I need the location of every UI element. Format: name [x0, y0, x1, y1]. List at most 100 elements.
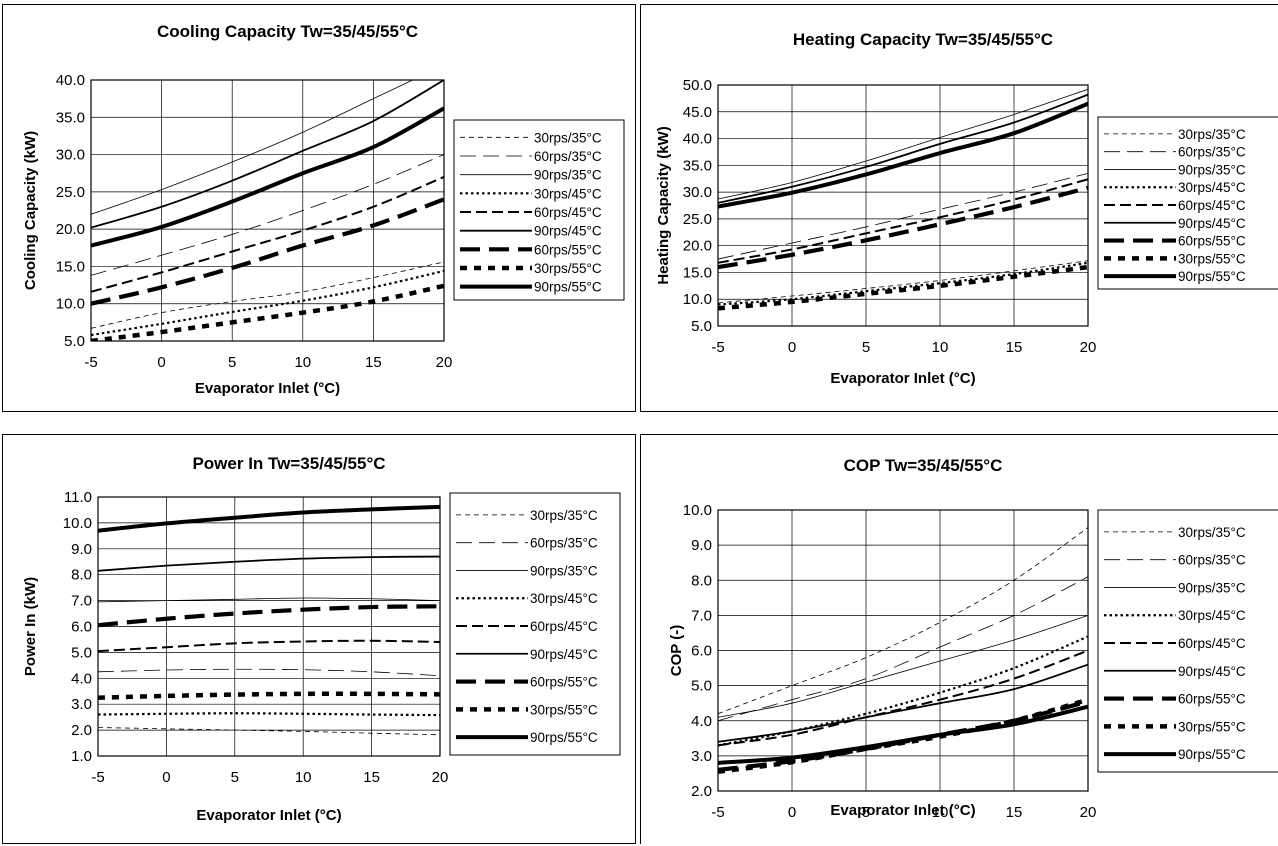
- legend-label: 90rps/35°C: [534, 168, 602, 183]
- legend-label: 90rps/55°C: [530, 730, 598, 745]
- legend-label: 60rps/35°C: [534, 149, 602, 164]
- series-line-60rps/35°C: [718, 172, 1088, 260]
- legend-label: 30rps/45°C: [1178, 608, 1246, 623]
- y-tick-label: 30.0: [56, 147, 85, 164]
- x-tick-label: 15: [1006, 339, 1023, 356]
- chart-svg-cop: COP Tw=35/45/55°C 2.0 3.0 4.0 5.0 6.0 7.0 8.0 9.…: [668, 456, 1278, 821]
- series-line-60rps/45°C: [91, 176, 444, 293]
- chart-title: COP Tw=35/45/55°C: [844, 456, 1003, 475]
- chart-svg-cooling: Cooling Capacity Tw=35/45/55°C 5.0 10.0 15.…: [22, 22, 625, 397]
- legend-label: 60rps/55°C: [1178, 692, 1246, 707]
- legend-label: 30rps/35°C: [1178, 127, 1246, 142]
- y-tick-label: 30.0: [683, 184, 712, 201]
- y-tick-label: 10.0: [683, 502, 712, 519]
- y-axis-label: COP (-): [668, 625, 685, 676]
- x-tick-label: 10: [294, 354, 311, 371]
- legend-label: 90rps/45°C: [1178, 216, 1246, 231]
- x-tick-label: 20: [1080, 339, 1097, 356]
- series-line-60rps/45°C: [718, 649, 1088, 747]
- x-tick-label: 15: [365, 354, 382, 371]
- y-tick-label: 35.0: [56, 109, 85, 126]
- series-line-30rps/45°C: [91, 269, 444, 337]
- y-tick-label: 20.0: [56, 221, 85, 238]
- series-line-60rps/35°C: [91, 154, 444, 276]
- y-tick-label: 2.0: [691, 783, 712, 800]
- y-tick-label: 40.0: [56, 72, 85, 89]
- legend-box: [449, 492, 621, 756]
- series-line-30rps/45°C: [718, 635, 1088, 747]
- y-axis-label: Power In (kW): [22, 577, 39, 676]
- x-tick-label: 10: [932, 804, 949, 821]
- x-tick-label: 5: [862, 804, 870, 821]
- y-tick-label: 7.0: [691, 607, 712, 624]
- chart-title: Cooling Capacity Tw=35/45/55°C: [157, 22, 418, 41]
- y-tick-label: 2.0: [71, 722, 92, 739]
- y-tick-label: 7.0: [71, 593, 92, 610]
- legend-label: 30rps/45°C: [1178, 180, 1246, 195]
- x-tick-label: 0: [162, 769, 170, 786]
- legend-label: 60rps/55°C: [530, 675, 598, 690]
- x-tick-label: 0: [788, 339, 796, 356]
- y-tick-label: 45.0: [683, 104, 712, 121]
- series-line-60rps/35°C: [98, 668, 440, 677]
- x-tick-label: 5: [228, 354, 236, 371]
- y-tick-label: 3.0: [691, 748, 712, 765]
- y-tick-label: 10.0: [683, 291, 712, 308]
- series-line-60rps/55°C: [91, 197, 444, 306]
- series-line-60rps/35°C: [718, 576, 1088, 722]
- series-line-60rps/45°C: [98, 639, 440, 653]
- series-line-90rps/35°C: [718, 614, 1088, 718]
- x-tick-label: 0: [157, 354, 165, 371]
- legend-label: 90rps/45°C: [1178, 664, 1246, 679]
- y-tick-label: 50.0: [683, 77, 712, 94]
- legend-label: 30rps/35°C: [1178, 525, 1246, 540]
- x-tick-label: 15: [1006, 804, 1023, 821]
- x-tick-label: -5: [711, 339, 724, 356]
- y-tick-label: 25.0: [56, 184, 85, 201]
- legend-label: 30rps/35°C: [534, 130, 602, 145]
- legend-label: 60rps/45°C: [1178, 198, 1246, 213]
- series-line-90rps/55°C: [718, 101, 1088, 209]
- series-line-30rps/35°C: [718, 260, 1088, 304]
- chart-svg-power: Power In Tw=35/45/55°C 1.0 2.0 3.0 4.0 5.0 6.0…: [22, 454, 621, 824]
- y-tick-label: 10.0: [63, 515, 92, 532]
- legend-label: 60rps/45°C: [534, 205, 602, 220]
- legend-label: 60rps/55°C: [534, 242, 602, 257]
- series-line-90rps/55°C: [718, 704, 1088, 765]
- y-tick-label: 3.0: [71, 696, 92, 713]
- legend-label: 30rps/55°C: [534, 261, 602, 276]
- x-tick-label: -5: [84, 354, 97, 371]
- series-line-90rps/45°C: [718, 663, 1088, 743]
- series-line-60rps/55°C: [718, 185, 1088, 270]
- y-tick-label: 9.0: [691, 537, 712, 554]
- y-tick-label: 6.0: [71, 619, 92, 636]
- legend-label: 60rps/55°C: [1178, 234, 1246, 249]
- y-tick-label: 9.0: [71, 541, 92, 558]
- series-line-90rps/45°C: [98, 555, 440, 572]
- x-axis-label: Evaporator Inlet (°C): [196, 807, 341, 824]
- x-tick-label: 0: [788, 804, 796, 821]
- x-axis-label: Evaporator Inlet (°C): [830, 802, 975, 819]
- series-line-90rps/35°C: [718, 88, 1088, 200]
- legend-label: 30rps/45°C: [534, 186, 602, 201]
- legend-label: 90rps/45°C: [530, 647, 598, 662]
- legend-label: 90rps/55°C: [534, 280, 602, 295]
- legend-label: 60rps/35°C: [530, 536, 598, 551]
- y-tick-label: 5.0: [691, 318, 712, 335]
- x-tick-label: 10: [295, 769, 312, 786]
- series-line-30rps/45°C: [98, 712, 440, 717]
- y-axis-label: Heating Capacity (kW): [655, 126, 672, 284]
- series-line-90rps/55°C: [98, 504, 440, 533]
- y-tick-label: 40.0: [683, 131, 712, 148]
- x-tick-label: 20: [432, 769, 449, 786]
- x-tick-label: 20: [436, 354, 453, 371]
- legend-label: 60rps/45°C: [530, 619, 598, 634]
- plot-area: [717, 509, 1089, 792]
- chart-title: Heating Capacity Tw=35/45/55°C: [793, 30, 1053, 49]
- y-tick-label: 25.0: [683, 211, 712, 228]
- y-tick-label: 5.0: [64, 333, 85, 350]
- legend-label: 30rps/45°C: [530, 591, 598, 606]
- series-line-30rps/35°C: [91, 261, 444, 329]
- y-tick-label: 20.0: [683, 238, 712, 255]
- y-tick-label: 1.0: [71, 748, 92, 765]
